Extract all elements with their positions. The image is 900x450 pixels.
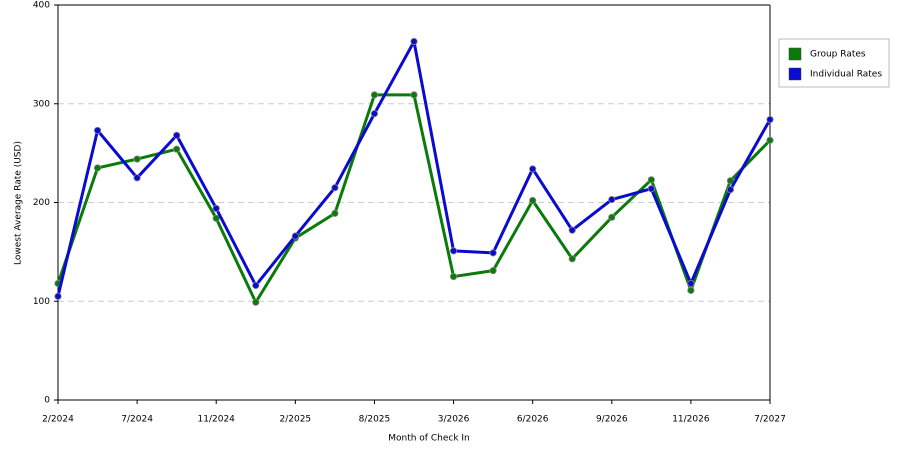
data-point	[173, 145, 181, 153]
y-tick-label: 0	[44, 396, 50, 406]
series-line	[56, 40, 772, 297]
data-point	[410, 37, 418, 46]
data-point	[687, 286, 695, 294]
data-point	[489, 267, 497, 275]
data-point	[93, 126, 102, 135]
data-point	[608, 213, 616, 221]
y-tick-label: 200	[33, 198, 50, 208]
data-point	[568, 255, 576, 263]
x-tick-label: 2/2024	[42, 415, 74, 425]
series-line	[56, 93, 772, 304]
x-tick-label: 11/2026	[672, 415, 710, 425]
data-point	[449, 247, 458, 255]
data-point	[252, 298, 260, 306]
data-point	[291, 232, 299, 240]
data-point	[212, 214, 220, 222]
legend-swatch	[788, 47, 802, 61]
x-tick-label: 9/2026	[596, 415, 628, 425]
x-tick-label: 8/2025	[359, 415, 391, 425]
x-tick-label: 2/2025	[279, 415, 311, 425]
data-point	[687, 279, 695, 288]
data-point	[529, 196, 537, 205]
y-axis-title: Lowest Average Rate (USD)	[14, 141, 24, 265]
data-point	[252, 281, 260, 290]
data-point	[647, 185, 655, 193]
data-point	[370, 91, 379, 99]
x-tick-label: 7/2024	[121, 415, 153, 425]
data-point	[608, 195, 616, 204]
data-point	[133, 155, 141, 163]
data-point	[54, 292, 62, 300]
x-tick-label: 6/2026	[517, 415, 549, 425]
y-tick-label: 400	[33, 1, 50, 11]
data-point	[726, 186, 735, 194]
x-tick-label: 11/2024	[198, 415, 236, 425]
data-point	[331, 209, 339, 217]
data-point	[331, 184, 339, 192]
data-point	[410, 91, 418, 99]
data-point	[212, 204, 220, 213]
data-point	[568, 226, 576, 234]
x-tick-label: 7/2027	[754, 415, 786, 425]
legend-swatch	[788, 67, 802, 81]
data-point	[766, 136, 774, 144]
data-point	[726, 177, 735, 185]
data-point	[766, 115, 774, 124]
data-point	[133, 174, 141, 182]
data-point	[529, 165, 537, 173]
y-tick-label: 100	[33, 297, 50, 307]
y-tick-label: 300	[33, 99, 50, 109]
data-point	[173, 131, 181, 139]
data-point	[370, 110, 379, 118]
legend-label: Individual Rates	[810, 70, 882, 80]
data-point	[449, 272, 458, 281]
legend-label: Group Rates	[810, 50, 866, 60]
data-point	[489, 249, 497, 257]
data-point	[93, 164, 102, 172]
data-point	[647, 176, 655, 184]
x-axis-title: Month of Check In	[388, 434, 470, 444]
x-tick-label: 3/2026	[438, 415, 470, 425]
